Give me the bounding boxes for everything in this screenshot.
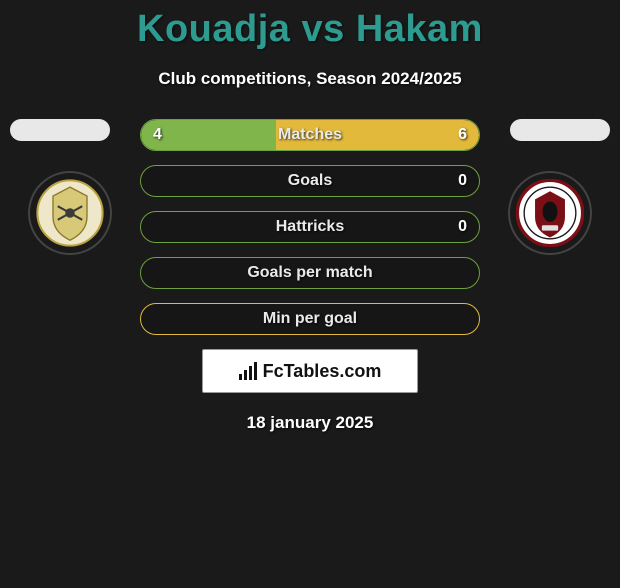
- brand-text-value: FcTables.com: [263, 361, 382, 382]
- stat-bar: Goals0: [140, 165, 480, 197]
- bar-value-right: 0: [458, 166, 467, 195]
- stats-bars: Matches46Goals0Hattricks0Goals per match…: [140, 119, 480, 335]
- main-content: Matches46Goals0Hattricks0Goals per match…: [0, 119, 620, 433]
- bar-value-right: 0: [458, 212, 467, 241]
- player-left-badge-inner: [36, 179, 104, 247]
- bar-label: Hattricks: [141, 212, 479, 241]
- stat-bar: Goals per match: [140, 257, 480, 289]
- date-label: 18 january 2025: [0, 413, 620, 433]
- player-left-badge: [28, 171, 112, 255]
- bar-value-right: 6: [458, 120, 467, 149]
- stat-bar: Hattricks0: [140, 211, 480, 243]
- bar-chart-icon: [239, 362, 259, 380]
- bar-value-left: 4: [153, 120, 162, 149]
- bar-label: Goals per match: [141, 258, 479, 287]
- player-right-badge: [508, 171, 592, 255]
- player-right-badge-inner: [516, 179, 584, 247]
- stat-bar: Matches4 6: [140, 119, 480, 151]
- bar-label: Goals: [141, 166, 479, 195]
- player-left-name-pill: [10, 119, 110, 141]
- brand-label: FcTables.com: [239, 361, 382, 382]
- brand-box[interactable]: FcTables.com: [202, 349, 418, 393]
- page-subtitle: Club competitions, Season 2024/2025: [0, 69, 620, 89]
- stat-bar: Min per goal: [140, 303, 480, 335]
- bar-label: Min per goal: [141, 304, 479, 333]
- page-title: Kouadja vs Hakam: [0, 8, 620, 51]
- bar-label: Matches: [141, 120, 479, 149]
- player-right-name-pill: [510, 119, 610, 141]
